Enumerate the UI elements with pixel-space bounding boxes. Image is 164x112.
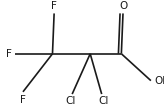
Text: F: F <box>6 49 11 59</box>
Text: F: F <box>20 95 26 105</box>
Text: Cl: Cl <box>65 96 76 106</box>
Text: OH: OH <box>154 76 164 86</box>
Text: F: F <box>51 1 57 11</box>
Text: O: O <box>119 1 127 11</box>
Text: Cl: Cl <box>98 96 109 106</box>
